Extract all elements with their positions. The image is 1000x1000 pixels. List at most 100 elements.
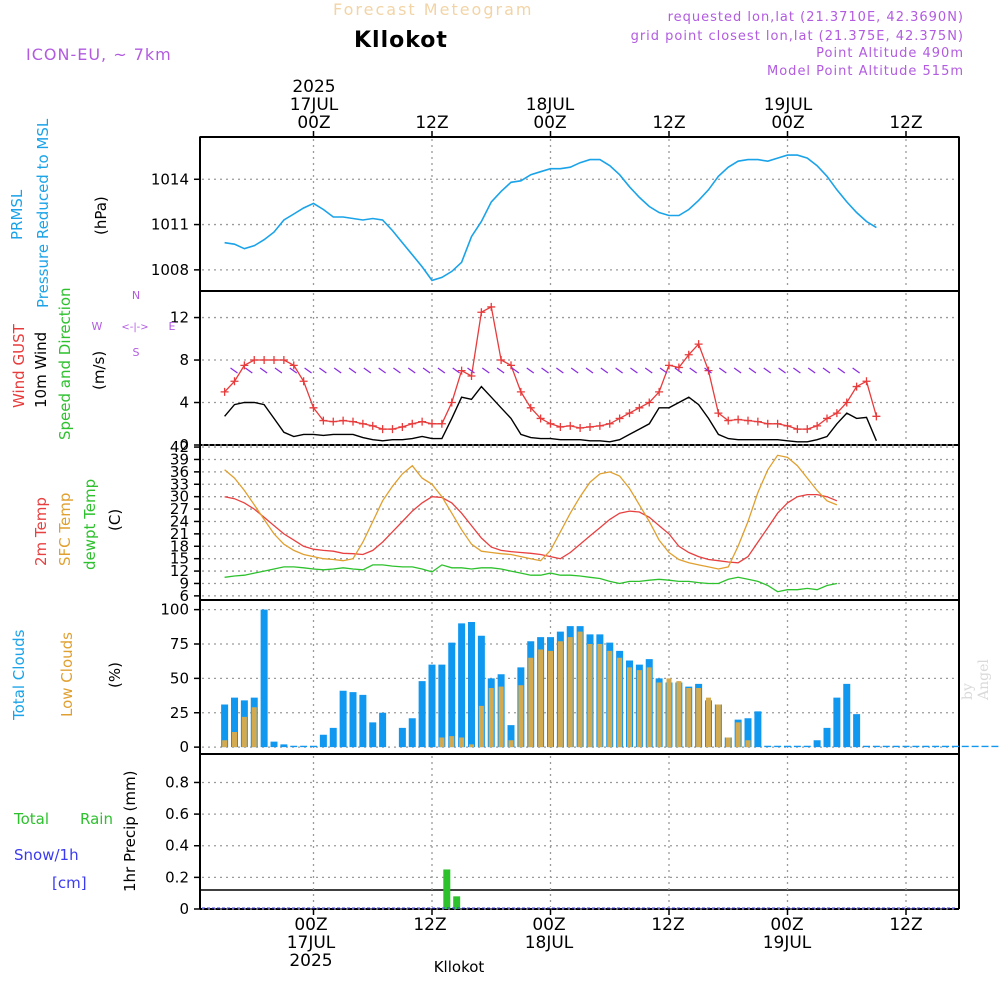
compass-arrows: <-|-> xyxy=(121,322,148,333)
gust-point xyxy=(349,417,357,426)
bottom-hour-label: 00Z xyxy=(294,915,327,935)
low-cloud-bar xyxy=(232,732,237,748)
gust-point xyxy=(408,419,417,428)
wind-direction-arrow xyxy=(511,367,520,374)
low-cloud-bar xyxy=(478,705,484,748)
top-hour-label: 00Z xyxy=(297,113,330,133)
wind-direction-arrow xyxy=(526,367,535,374)
wind-direction-arrow xyxy=(674,367,683,374)
y-tick-label: 0 xyxy=(179,738,189,756)
low-cloud-bar xyxy=(251,707,257,748)
wind-line xyxy=(224,385,878,443)
wind-direction-arrow xyxy=(378,367,386,374)
wind-direction-arrow xyxy=(437,367,446,374)
top-date-19jul: 19JUL xyxy=(764,95,813,115)
gust-point xyxy=(813,421,822,430)
gust-point xyxy=(625,409,634,418)
gust-point xyxy=(832,409,841,418)
precip-axis-label: 1hr Precip (mm) xyxy=(121,771,139,892)
gust-point xyxy=(477,308,486,317)
wind-direction-arrow xyxy=(600,367,609,374)
y-tick-label: 1008 xyxy=(151,261,189,279)
gust-point xyxy=(299,377,308,386)
wind-direction-arrow xyxy=(467,367,475,374)
gust-point xyxy=(655,387,664,396)
low-cloud-bar xyxy=(587,644,593,748)
gust-point xyxy=(635,403,644,412)
gust-point xyxy=(398,422,407,431)
total-cloud-bar xyxy=(813,740,821,748)
total-cloud-bar xyxy=(853,714,861,748)
temp-sfc-label: SFC Temp xyxy=(56,493,74,566)
wind-direction-arrow xyxy=(481,367,490,374)
low-cloud-bar xyxy=(577,631,583,748)
gust-point xyxy=(665,361,673,370)
low-cloud-bar xyxy=(725,737,731,748)
temp-2m-label: 2m Temp xyxy=(32,497,50,566)
y-tick-label: 1014 xyxy=(151,170,189,188)
y-tick-label: 30 xyxy=(170,488,189,506)
gust-point xyxy=(536,414,545,423)
gust-point xyxy=(220,387,229,396)
low-cloud-bar xyxy=(676,681,682,748)
wind-direction-arrow xyxy=(644,367,653,374)
total-cloud-bar xyxy=(833,697,841,748)
gust-point xyxy=(487,302,496,311)
gust-point xyxy=(645,398,654,407)
gust-point xyxy=(358,419,367,428)
gust-point xyxy=(793,425,802,434)
gust-point xyxy=(497,356,506,365)
total-cloud-bar xyxy=(270,741,278,748)
total-cloud-bar xyxy=(754,711,762,748)
total-cloud-bar xyxy=(872,745,880,748)
total-cloud-bar xyxy=(961,745,969,748)
gust-point xyxy=(309,403,318,412)
low-cloud-bar xyxy=(715,704,721,748)
wind-direction-arrow xyxy=(615,367,623,374)
gust-point xyxy=(734,415,743,424)
gust-point xyxy=(260,356,269,365)
wind-unit-label: (m/s) xyxy=(90,351,108,390)
top-date-17jul: 17JUL xyxy=(290,95,339,115)
gust-point xyxy=(526,403,535,412)
compass-n: N xyxy=(132,289,140,302)
bottom-date-17jul: 17JUL xyxy=(287,933,336,953)
compass-s: S xyxy=(133,346,140,359)
temp-unit-label: (C) xyxy=(106,509,124,531)
wind-direction-arrow xyxy=(718,367,727,374)
total-cloud-bar xyxy=(428,664,436,748)
y-tick-label: 8 xyxy=(179,351,189,369)
low-cloud-bar xyxy=(241,716,247,748)
top-year-label: 2025 xyxy=(292,77,335,97)
total-cloud-bar xyxy=(408,718,416,748)
low-cloud-bar xyxy=(567,637,573,748)
y-tick-label: 18 xyxy=(170,537,189,555)
gust-point xyxy=(329,417,338,426)
temp-series-line xyxy=(224,493,838,564)
low-clouds-label: Low Clouds xyxy=(58,632,76,717)
bottom-hour-label: 00Z xyxy=(532,915,565,935)
gust-point xyxy=(428,419,436,428)
wind-direction-arrow xyxy=(348,367,357,374)
low-cloud-bar xyxy=(557,641,563,748)
total-cloud-bar xyxy=(922,745,930,748)
y-tick-label: 24 xyxy=(170,512,189,530)
wind-direction-arrow xyxy=(585,367,594,374)
bottom-date-18jul: 18JUL xyxy=(525,933,574,953)
gust-point xyxy=(368,421,377,430)
total-cloud-bar xyxy=(843,683,851,748)
y-tick-label: 12 xyxy=(170,309,189,327)
gust-point xyxy=(279,356,288,365)
wind-direction-arrow xyxy=(244,367,253,374)
wind-10m-label: 10m Wind xyxy=(32,332,50,408)
low-cloud-bar xyxy=(706,697,711,748)
precip-snow-unit-label: [cm] xyxy=(52,874,87,892)
total-cloud-bar xyxy=(319,734,327,748)
gust-point xyxy=(783,421,792,430)
bottom-year-label: 2025 xyxy=(289,951,332,971)
gust-point xyxy=(595,421,604,430)
grid-point-coords: grid point closest lon,lat (21.375E, 42.… xyxy=(630,29,964,44)
low-cloud-bar xyxy=(597,644,603,748)
wind-gust-label: Wind GUST xyxy=(10,323,28,408)
